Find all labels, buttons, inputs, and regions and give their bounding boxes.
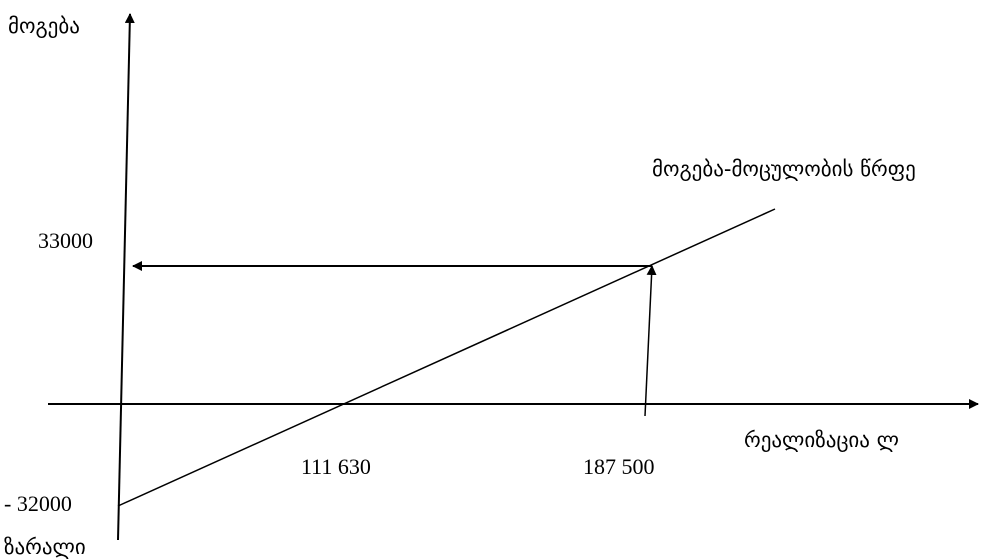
y-axis-bottom-label: ზარალი [4, 535, 86, 559]
x-axis-label: რეალიზაცია ლ [744, 428, 899, 452]
y-tick-profit: 33000 [38, 228, 93, 253]
y-axis-top-label: მოგება [8, 14, 80, 38]
y-tick-loss: - 32000 [4, 491, 72, 516]
target-sales-arrow [644, 265, 657, 417]
line-label: მოგება-მოცულობის წრფე [652, 157, 916, 181]
x-tick-target: 187 500 [583, 454, 655, 479]
x-tick-breakeven: 111 630 [301, 454, 371, 479]
profit-volume-line [117, 208, 776, 507]
y-axis [117, 13, 135, 541]
